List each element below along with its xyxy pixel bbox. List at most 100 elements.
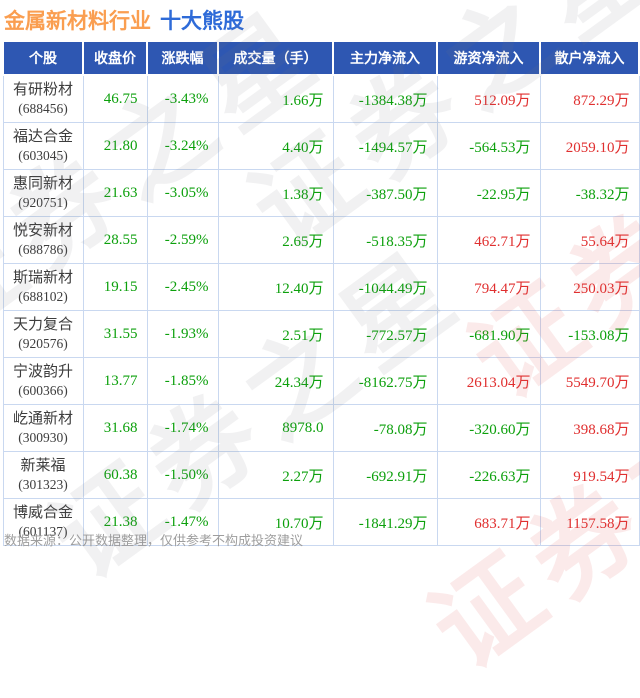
main-inflow-cell: -1384.38万	[332, 74, 438, 123]
stock-name: 惠同新材	[12, 174, 73, 192]
stock-code: (600366)	[18, 383, 68, 399]
close-price-cell: 46.75	[82, 74, 148, 123]
stock-code: (301323)	[18, 477, 68, 493]
page-title: 金属新材料行业 十大熊股	[4, 5, 244, 35]
stock-code: (688786)	[18, 242, 68, 258]
stock-cell: 新莱福 (301323)	[2, 451, 84, 499]
data-source-note: 数据来源：公开数据整理，仅供参考不构成投资建议	[4, 533, 304, 548]
table-row: 屹通新材 (300930) 31.68 -1.74% 8978.0 -78.08万 -320…	[2, 404, 640, 452]
volume-cell: 1.66万	[217, 74, 334, 123]
hot-money-inflow-cell: -681.90万	[436, 310, 541, 358]
stock-name: 有研粉材	[12, 80, 73, 98]
volume-cell: 10.70万	[217, 498, 334, 546]
stock-name: 悦安新材	[12, 221, 73, 239]
hot-money-inflow-cell: 462.71万	[436, 216, 541, 264]
stock-cell: 天力复合 (920576)	[2, 310, 84, 358]
stock-code: (920576)	[18, 336, 68, 352]
table-row: 宁波韵升 (600366) 13.77 -1.85% 24.34万 -8162.75万 26…	[2, 357, 640, 405]
stock-code: (688456)	[18, 101, 68, 117]
change-percent-cell: -3.05%	[146, 169, 219, 217]
stock-cell: 惠同新材 (920751)	[2, 169, 84, 217]
change-percent-cell: -2.59%	[146, 216, 219, 264]
change-percent-cell: -1.85%	[146, 357, 219, 405]
retail-inflow-cell: 398.68万	[539, 404, 640, 452]
stock-cell: 福达合金 (603045)	[2, 122, 84, 170]
column-header-0: 个股	[2, 40, 84, 76]
stock-name: 新莱福	[20, 456, 66, 474]
hot-money-inflow-cell: 2613.04万	[436, 357, 541, 405]
stock-name: 福达合金	[12, 127, 73, 145]
retail-inflow-cell: 55.64万	[539, 216, 640, 264]
column-header-2: 涨跌幅	[146, 40, 219, 76]
volume-cell: 8978.0	[217, 404, 334, 452]
hot-money-inflow-cell: 794.47万	[436, 263, 541, 311]
stock-cell: 有研粉材 (688456)	[2, 74, 84, 123]
table-body: 有研粉材 (688456) 46.75 -3.43% 1.66万 -1384.38万 512…	[2, 74, 640, 546]
volume-cell: 2.27万	[217, 451, 334, 499]
volume-cell: 24.34万	[217, 357, 334, 405]
main-inflow-cell: -692.91万	[332, 451, 438, 499]
retail-inflow-cell: 5549.70万	[539, 357, 640, 405]
stock-cell: 宁波韵升 (600366)	[2, 357, 84, 405]
table-row: 有研粉材 (688456) 46.75 -3.43% 1.66万 -1384.38万 512…	[2, 74, 640, 123]
main-inflow-cell: -772.57万	[332, 310, 438, 358]
hot-money-inflow-cell: -22.95万	[436, 169, 541, 217]
change-percent-cell: -2.45%	[146, 263, 219, 311]
volume-cell: 1.38万	[217, 169, 334, 217]
change-percent-cell: -1.47%	[146, 498, 219, 546]
main-inflow-cell: -78.08万	[332, 404, 438, 452]
table-row: 福达合金 (603045) 21.80 -3.24% 4.40万 -1494.57万 -56…	[2, 122, 640, 170]
main-inflow-cell: -8162.75万	[332, 357, 438, 405]
close-price-cell: 31.55	[82, 310, 148, 358]
close-price-cell: 21.38	[82, 498, 148, 546]
main-inflow-cell: -1044.49万	[332, 263, 438, 311]
close-price-cell: 21.63	[82, 169, 148, 217]
stock-name: 天力复合	[12, 315, 73, 333]
retail-inflow-cell: -153.08万	[539, 310, 640, 358]
retail-inflow-cell: 1157.58万	[539, 498, 640, 546]
stock-name: 博威合金	[12, 503, 73, 521]
stock-name: 斯瑞新材	[12, 268, 73, 286]
column-header-1: 收盘价	[82, 40, 148, 76]
stock-code: (601137)	[18, 524, 68, 540]
stock-code: (688102)	[18, 289, 68, 305]
column-header-3: 成交量（手）	[217, 40, 334, 76]
title-suffix: 十大熊股	[160, 10, 244, 33]
volume-cell: 2.65万	[217, 216, 334, 264]
change-percent-cell: -3.24%	[146, 122, 219, 170]
hot-money-inflow-cell: -564.53万	[436, 122, 541, 170]
stock-name: 屹通新材	[12, 409, 73, 427]
retail-inflow-cell: 919.54万	[539, 451, 640, 499]
table-row: 惠同新材 (920751) 21.63 -3.05% 1.38万 -387.50万 -22.…	[2, 169, 640, 217]
stock-cell: 悦安新材 (688786)	[2, 216, 84, 264]
volume-cell: 4.40万	[217, 122, 334, 170]
close-price-cell: 13.77	[82, 357, 148, 405]
column-header-5: 游资净流入	[436, 40, 541, 76]
table-header-row: 个股 收盘价 涨跌幅 成交量（手） 主力净流入 游资净流入 散户净流入	[2, 40, 640, 76]
stock-code: (603045)	[18, 148, 68, 164]
column-header-6: 散户净流入	[539, 40, 640, 76]
stock-cell: 斯瑞新材 (688102)	[2, 263, 84, 311]
stock-name: 宁波韵升	[12, 362, 73, 380]
retail-inflow-cell: 250.03万	[539, 263, 640, 311]
table-row: 斯瑞新材 (688102) 19.15 -2.45% 12.40万 -1044.49万 79…	[2, 263, 640, 311]
change-percent-cell: -1.74%	[146, 404, 219, 452]
close-price-cell: 19.15	[82, 263, 148, 311]
close-price-cell: 21.80	[82, 122, 148, 170]
retail-inflow-cell: 2059.10万	[539, 122, 640, 170]
table-row: 天力复合 (920576) 31.55 -1.93% 2.51万 -772.57万 -681…	[2, 310, 640, 358]
retail-inflow-cell: -38.32万	[539, 169, 640, 217]
stock-cell: 屹通新材 (300930)	[2, 404, 84, 452]
main-inflow-cell: -1494.57万	[332, 122, 438, 170]
column-header-4: 主力净流入	[332, 40, 438, 76]
close-price-cell: 28.55	[82, 216, 148, 264]
volume-cell: 12.40万	[217, 263, 334, 311]
change-percent-cell: -1.50%	[146, 451, 219, 499]
change-percent-cell: -1.93%	[146, 310, 219, 358]
hot-money-inflow-cell: 512.09万	[436, 74, 541, 123]
volume-cell: 2.51万	[217, 310, 334, 358]
retail-inflow-cell: 872.29万	[539, 74, 640, 123]
hot-money-inflow-cell: -226.63万	[436, 451, 541, 499]
change-percent-cell: -3.43%	[146, 74, 219, 123]
hot-money-inflow-cell: -320.60万	[436, 404, 541, 452]
